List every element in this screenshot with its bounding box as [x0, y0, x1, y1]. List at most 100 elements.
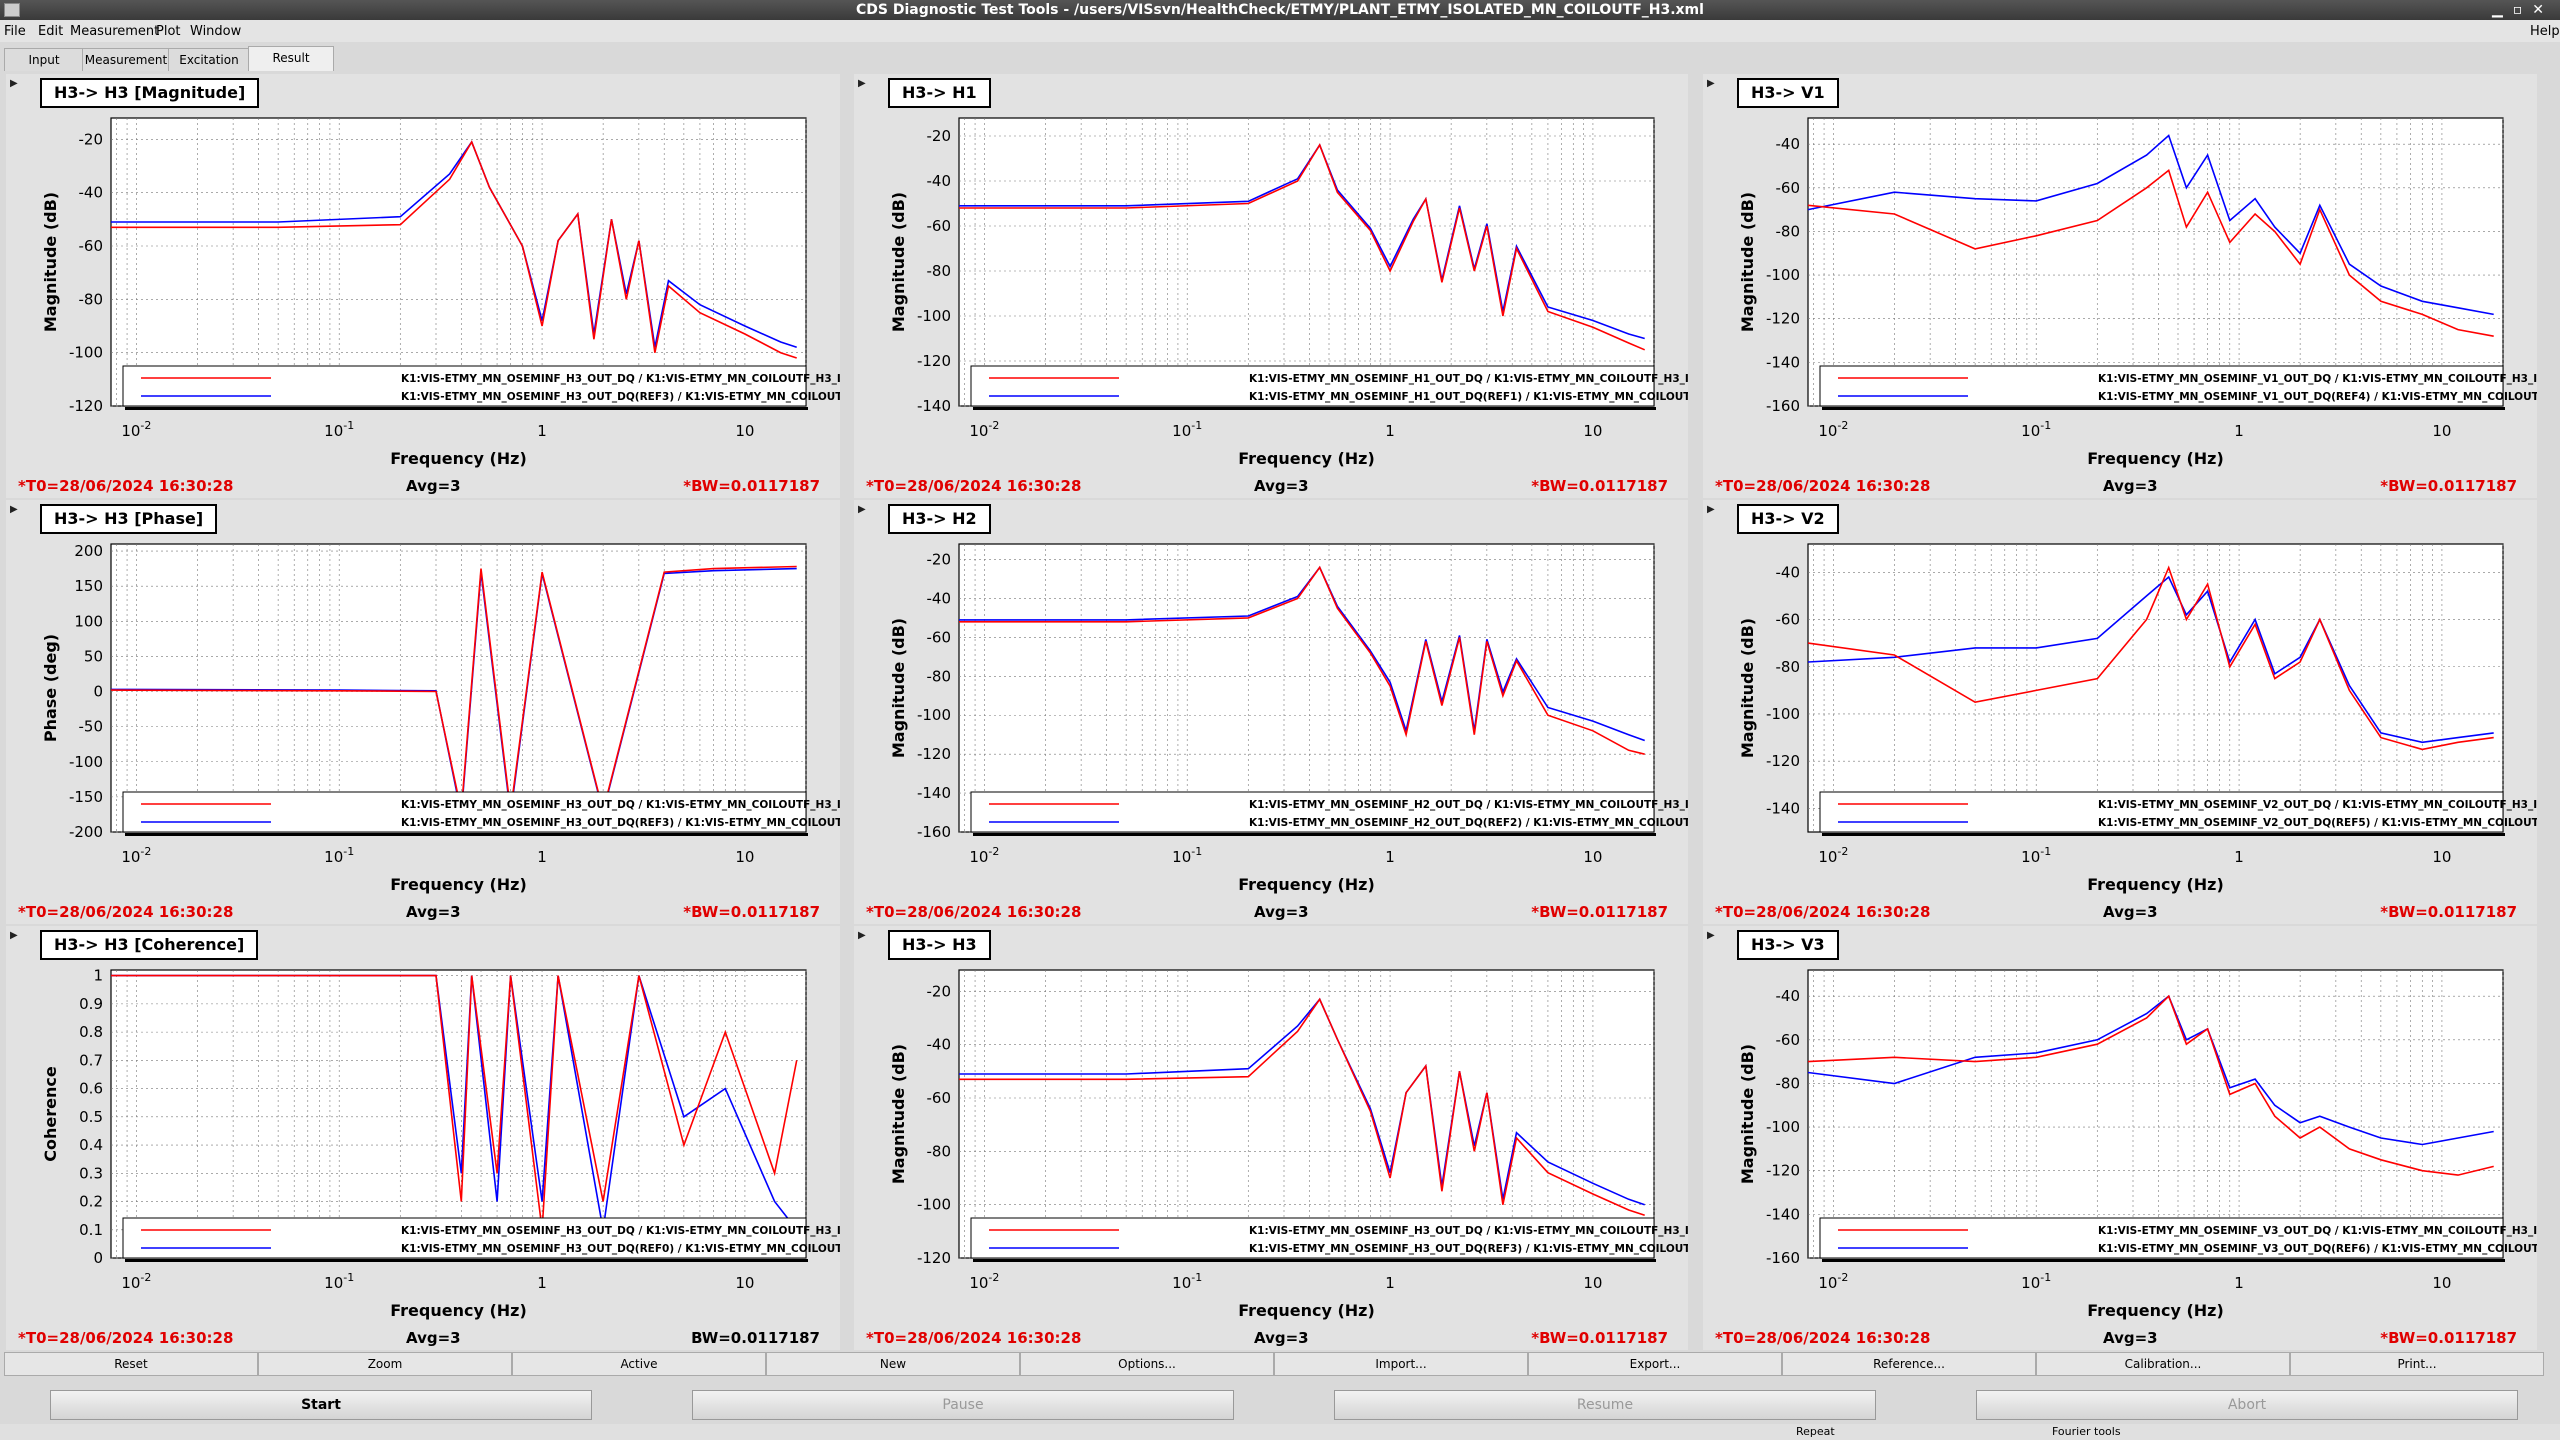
- panel-title: H3-> V3: [1737, 930, 1839, 960]
- legend: K1:VIS-ETMY_MN_OSEMINF_H3_OUT_DQ / K1:VI…: [122, 365, 840, 410]
- t0-label: *T0=28/06/2024 16:30:28: [1715, 1329, 1931, 1347]
- panel-nav-up-icon[interactable]: ▶: [858, 78, 866, 89]
- chart-2[interactable]: -20 -40 -60 -80 -100 -120 -140 10-2 10-1 1 10 Frequ…: [854, 74, 1688, 474]
- window-controls[interactable]: ▁▫✕: [2492, 2, 2554, 18]
- y-tick-label: 0.9: [79, 995, 103, 1013]
- t0-label: *T0=28/06/2024 16:30:28: [866, 477, 1082, 495]
- import-button[interactable]: Import...: [1274, 1352, 1528, 1376]
- x-axis-label: Frequency (Hz): [390, 875, 527, 894]
- series-line-reference: [1807, 134, 2494, 316]
- x-tick-label: 10: [2432, 1274, 2451, 1292]
- menu-window[interactable]: Window: [190, 24, 242, 39]
- panel-nav: ▶: [856, 78, 874, 478]
- chart-7[interactable]: 1 0.9 0.8 0.7 0.6 0.5 0.4 0.3 0.2 0.1 0 10-2 10-1 1 10…: [6, 926, 840, 1326]
- menu-help[interactable]: Help: [2530, 24, 2560, 39]
- reference-button[interactable]: Reference...: [1782, 1352, 2036, 1376]
- avg-label: Avg=3: [406, 477, 461, 495]
- y-tick-label: 150: [74, 577, 103, 595]
- panel-3: ▶ -40 -60 -80 -100 -120 -140 -160 10-2 10-1 1 10 Fr…: [1703, 74, 2537, 498]
- active-button[interactable]: Active: [512, 1352, 766, 1376]
- chart-4[interactable]: 200 150 100 50 0 -50 -100 -150 -200 10-2 10-1 1 10 Fr…: [6, 500, 840, 900]
- t0-label: *T0=28/06/2024 16:30:28: [1715, 477, 1931, 495]
- reset-button[interactable]: Reset: [4, 1352, 258, 1376]
- tab-result[interactable]: Result: [248, 46, 334, 71]
- y-axis-label: Magnitude (dB): [889, 1044, 908, 1184]
- panel-nav: ▶: [856, 930, 874, 1330]
- y-tick-label: -100: [917, 706, 951, 724]
- window-menu-icon[interactable]: [4, 3, 20, 17]
- panel-nav-up-icon[interactable]: ▶: [1707, 930, 1715, 941]
- y-tick-label: -140: [1766, 799, 1800, 817]
- menubar: File Edit Measurement Plot Window Help: [0, 20, 2560, 42]
- panel-nav-up-icon[interactable]: ▶: [1707, 78, 1715, 89]
- legend: K1:VIS-ETMY_MN_OSEMINF_V1_OUT_DQ / K1:VI…: [1819, 365, 2537, 410]
- export-button[interactable]: Export...: [1528, 1352, 1782, 1376]
- y-tick-label: -160: [1766, 1249, 1800, 1267]
- y-tick-label: -120: [1766, 1162, 1800, 1180]
- y-tick-label: 0: [93, 1249, 103, 1267]
- y-tick-label: -80: [79, 290, 104, 308]
- y-tick-label: -80: [927, 667, 952, 685]
- grid: [111, 118, 807, 407]
- tab-measurement[interactable]: Measurement: [82, 48, 170, 71]
- panel-nav-up-icon[interactable]: ▶: [10, 78, 18, 89]
- x-tick-label: 1: [2234, 422, 2244, 440]
- calibration-button[interactable]: Calibration...: [2036, 1352, 2290, 1376]
- t0-label: *T0=28/06/2024 16:30:28: [866, 903, 1082, 921]
- legend: K1:VIS-ETMY_MN_OSEMINF_H1_OUT_DQ / K1:VI…: [970, 365, 1688, 410]
- panel-1: ▶ -20 -40 -60 -80 -100 -120 10-2 10-1 1 10 Frequen…: [6, 74, 840, 498]
- panel-nav-up-icon[interactable]: ▶: [10, 930, 18, 941]
- panel-title: H3-> H3 [Phase]: [40, 504, 218, 534]
- y-tick-label: -140: [1766, 1205, 1800, 1223]
- panel-nav-up-icon[interactable]: ▶: [858, 504, 866, 515]
- tab-input[interactable]: Input: [4, 48, 84, 71]
- y-tick-label: -140: [917, 784, 951, 802]
- legend-entry: K1:VIS-ETMY_MN_OSEMINF_H2_OUT_DQ(REF2) /…: [1249, 817, 1688, 829]
- panel-nav-up-icon[interactable]: ▶: [10, 504, 18, 515]
- y-tick-label: -120: [1766, 752, 1800, 770]
- menu-measurement[interactable]: Measurement: [70, 24, 160, 39]
- panel-nav-up-icon[interactable]: ▶: [1707, 504, 1715, 515]
- resume-button[interactable]: Resume: [1334, 1390, 1876, 1420]
- panel-7: ▶ 1 0.9 0.8 0.7 0.6 0.5 0.4 0.3 0.2 0.1 0 10-2 10-1 1…: [6, 926, 840, 1350]
- options-button[interactable]: Options...: [1020, 1352, 1274, 1376]
- panel-nav-up-icon[interactable]: ▶: [858, 930, 866, 941]
- legend-entry: K1:VIS-ETMY_MN_OSEMINF_H3_OUT_DQ / K1:VI…: [401, 799, 840, 811]
- print-button[interactable]: Print...: [2290, 1352, 2544, 1376]
- new-button[interactable]: New: [766, 1352, 1020, 1376]
- x-tick-label: 10: [735, 1274, 754, 1292]
- grid: [1808, 970, 2504, 1259]
- series-line-live: [1807, 994, 2494, 1176]
- y-tick-label: -160: [917, 823, 951, 841]
- panel-title: H3-> H3 [Coherence]: [40, 930, 259, 960]
- legend-entry: K1:VIS-ETMY_MN_OSEMINF_H2_OUT_DQ / K1:VI…: [1249, 799, 1688, 811]
- menu-plot[interactable]: Plot: [156, 24, 181, 39]
- panel-nav: ▶: [856, 504, 874, 904]
- t0-label: *T0=28/06/2024 16:30:28: [18, 477, 234, 495]
- chart-5[interactable]: -20 -40 -60 -80 -100 -120 -140 -160 10-2 10-1 1 10 F…: [854, 500, 1688, 900]
- y-tick-label: -140: [917, 397, 951, 415]
- plot-area: [1807, 543, 2504, 833]
- chart-6[interactable]: -40 -60 -80 -100 -120 -140 10-2 10-1 1 10 Frequenc…: [1703, 500, 2537, 900]
- start-button[interactable]: Start: [50, 1390, 592, 1420]
- menu-edit[interactable]: Edit: [38, 24, 64, 39]
- abort-button[interactable]: Abort: [1976, 1390, 2518, 1420]
- statusbar: Repeat Fourier tools: [0, 1424, 2560, 1440]
- x-axis-label: Frequency (Hz): [1238, 875, 1375, 894]
- chart-8[interactable]: -20 -40 -60 -80 -100 -120 10-2 10-1 1 10 Frequency…: [854, 926, 1688, 1326]
- y-tick-label: -100: [69, 753, 103, 771]
- tab-excitation[interactable]: Excitation: [168, 48, 250, 71]
- y-tick-label: -60: [927, 628, 952, 646]
- chart-3[interactable]: -40 -60 -80 -100 -120 -140 -160 10-2 10-1 1 10 Freq…: [1703, 74, 2537, 474]
- pause-button[interactable]: Pause: [692, 1390, 1234, 1420]
- bw-label: *BW=0.0117187: [2380, 1329, 2517, 1347]
- y-axis-label: Phase (deg): [41, 634, 60, 742]
- y-tick-label: -100: [917, 307, 951, 325]
- menu-file[interactable]: File: [4, 24, 26, 39]
- x-tick-label: 10: [2432, 422, 2451, 440]
- chart-9[interactable]: -40 -60 -80 -100 -120 -140 -160 10-2 10-1 1 10 Freq…: [1703, 926, 2537, 1326]
- x-tick-label: 1: [537, 1274, 547, 1292]
- chart-1[interactable]: -20 -40 -60 -80 -100 -120 10-2 10-1 1 10 Frequency…: [6, 74, 840, 474]
- y-tick-label: -60: [927, 217, 952, 235]
- zoom-button[interactable]: Zoom: [258, 1352, 512, 1376]
